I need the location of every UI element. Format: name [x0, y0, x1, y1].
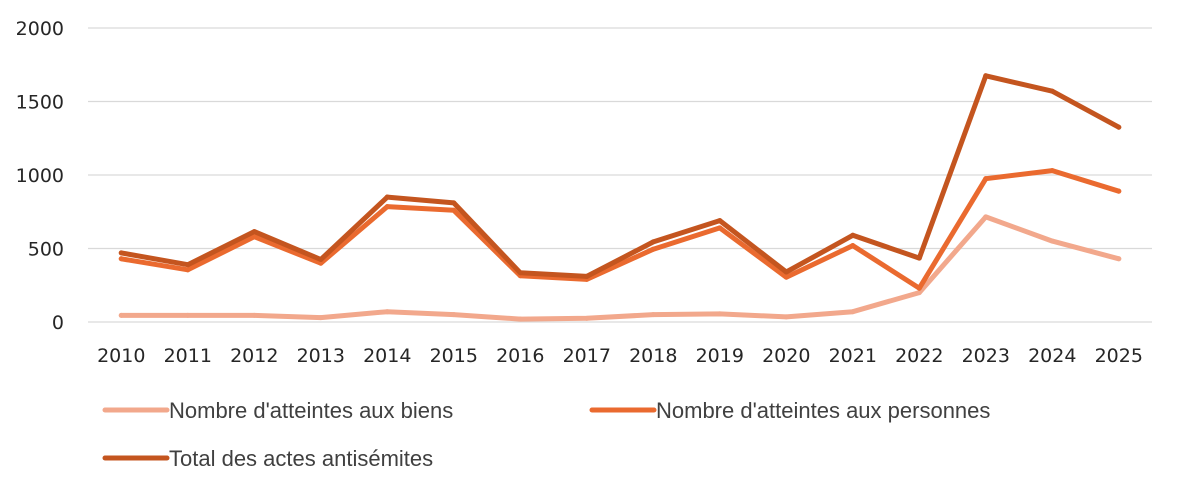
y-tick-label: 1000	[16, 165, 64, 187]
y-tick-label: 2000	[16, 18, 64, 40]
data-point	[1049, 88, 1055, 94]
x-tick-label: 2022	[895, 345, 943, 367]
series-lines	[118, 73, 1122, 322]
x-tick-label: 2023	[962, 345, 1010, 367]
data-point	[650, 246, 656, 252]
data-point	[717, 218, 723, 224]
data-point	[850, 243, 856, 249]
data-point	[318, 257, 324, 263]
data-point	[318, 315, 324, 321]
legend-label: Nombre d'atteintes aux personnes	[656, 398, 990, 423]
data-point	[185, 312, 191, 318]
data-point	[717, 311, 723, 317]
legend-label: Nombre d'atteintes aux biens	[169, 398, 453, 423]
data-point	[517, 316, 523, 322]
data-point	[318, 260, 324, 266]
data-point	[783, 314, 789, 320]
y-tick-label: 0	[52, 312, 64, 334]
series-1	[118, 214, 1122, 322]
data-point	[1116, 256, 1122, 262]
data-point	[983, 214, 989, 220]
data-point	[584, 315, 590, 321]
data-point	[251, 312, 257, 318]
data-point	[717, 225, 723, 231]
data-point	[1116, 124, 1122, 130]
data-point	[584, 273, 590, 279]
legend-label: Total des actes antisémites	[169, 446, 433, 471]
data-point	[451, 200, 457, 206]
series-3	[118, 73, 1122, 279]
data-point	[517, 270, 523, 276]
data-point	[451, 312, 457, 318]
x-tick-label: 2025	[1095, 345, 1143, 367]
series-line	[118, 168, 1122, 291]
gridlines	[88, 27, 1152, 323]
x-tick-label: 2013	[297, 345, 345, 367]
data-point	[850, 232, 856, 238]
x-tick-label: 2018	[629, 345, 677, 367]
data-point	[185, 262, 191, 268]
data-point	[650, 312, 656, 318]
data-point	[384, 309, 390, 315]
data-point	[1049, 168, 1055, 174]
x-tick-label: 2015	[430, 345, 478, 367]
data-point	[983, 73, 989, 79]
x-tick-label: 2011	[164, 345, 212, 367]
data-point	[384, 194, 390, 200]
data-point	[1049, 238, 1055, 244]
legend: Nombre d'atteintes aux biens Nombre d'att…	[102, 398, 990, 471]
x-tick-label: 2014	[363, 345, 411, 367]
x-tick-label: 2010	[97, 345, 145, 367]
data-point	[118, 250, 124, 256]
series-line	[118, 214, 1122, 322]
x-tick-label: 2024	[1028, 345, 1076, 367]
series-2	[118, 168, 1122, 291]
data-point	[983, 176, 989, 182]
series-line	[118, 73, 1122, 279]
data-point	[118, 312, 124, 318]
x-tick-label: 2019	[696, 345, 744, 367]
data-point	[384, 204, 390, 210]
legend-item: Total des actes antisémites	[102, 446, 433, 471]
data-point	[251, 229, 257, 235]
data-point	[185, 267, 191, 273]
legend-item: Nombre d'atteintes aux biens	[102, 398, 453, 423]
x-tick-label: 2021	[829, 345, 877, 367]
x-tick-label: 2020	[762, 345, 810, 367]
data-point	[783, 269, 789, 275]
data-point	[916, 285, 922, 291]
y-axis-ticks: 0 500 1000 1500 2000	[16, 18, 64, 334]
data-point	[850, 309, 856, 315]
x-tick-label: 2017	[563, 345, 611, 367]
data-point	[451, 207, 457, 213]
data-point	[118, 256, 124, 262]
data-point	[783, 274, 789, 280]
x-axis-ticks: 2010 2011 2012 2013 2014 2015 2016 2017 2018 2019…	[97, 345, 1143, 367]
data-point	[916, 255, 922, 261]
x-tick-label: 2016	[496, 345, 544, 367]
data-point	[916, 290, 922, 296]
data-point	[1116, 188, 1122, 194]
data-point	[251, 234, 257, 240]
y-tick-label: 500	[28, 239, 64, 261]
data-point	[650, 239, 656, 245]
legend-item: Nombre d'atteintes aux personnes	[589, 398, 990, 423]
y-tick-label: 1500	[16, 92, 64, 114]
x-tick-label: 2012	[230, 345, 278, 367]
